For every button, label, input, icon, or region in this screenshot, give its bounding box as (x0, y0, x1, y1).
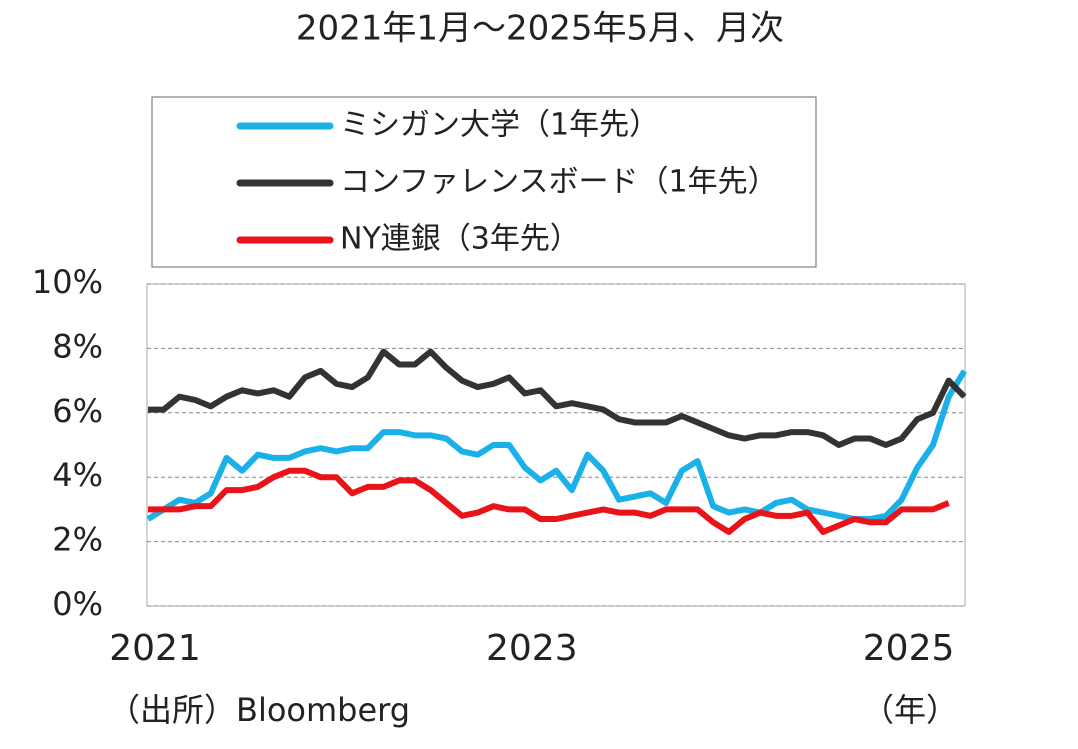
legend-label: コンファレンスボード（1年先） (340, 165, 778, 200)
y-tick-label: 0% (52, 585, 103, 623)
y-tick-label: 10% (32, 263, 103, 301)
series-line (148, 348, 967, 448)
x-tick-label: 2023 (486, 628, 578, 669)
series-line (148, 467, 950, 535)
source-note: （出所）Bloomberg (108, 691, 410, 729)
x-unit: （年） (862, 691, 958, 729)
y-tick-label: 2% (52, 521, 103, 559)
y-tick-label: 4% (52, 456, 103, 494)
legend-label: NY連銀（3年先） (340, 222, 580, 257)
x-tick-label: 2021 (109, 628, 201, 669)
legend-label: ミシガン大学（1年先） (340, 108, 659, 143)
y-tick-label: 8% (52, 327, 103, 365)
x-tick-label: 2025 (863, 628, 955, 669)
series-line (146, 369, 967, 523)
y-tick-label: 6% (52, 392, 103, 430)
chart-title: 2021年1月～2025年5月、月次 (296, 9, 784, 49)
